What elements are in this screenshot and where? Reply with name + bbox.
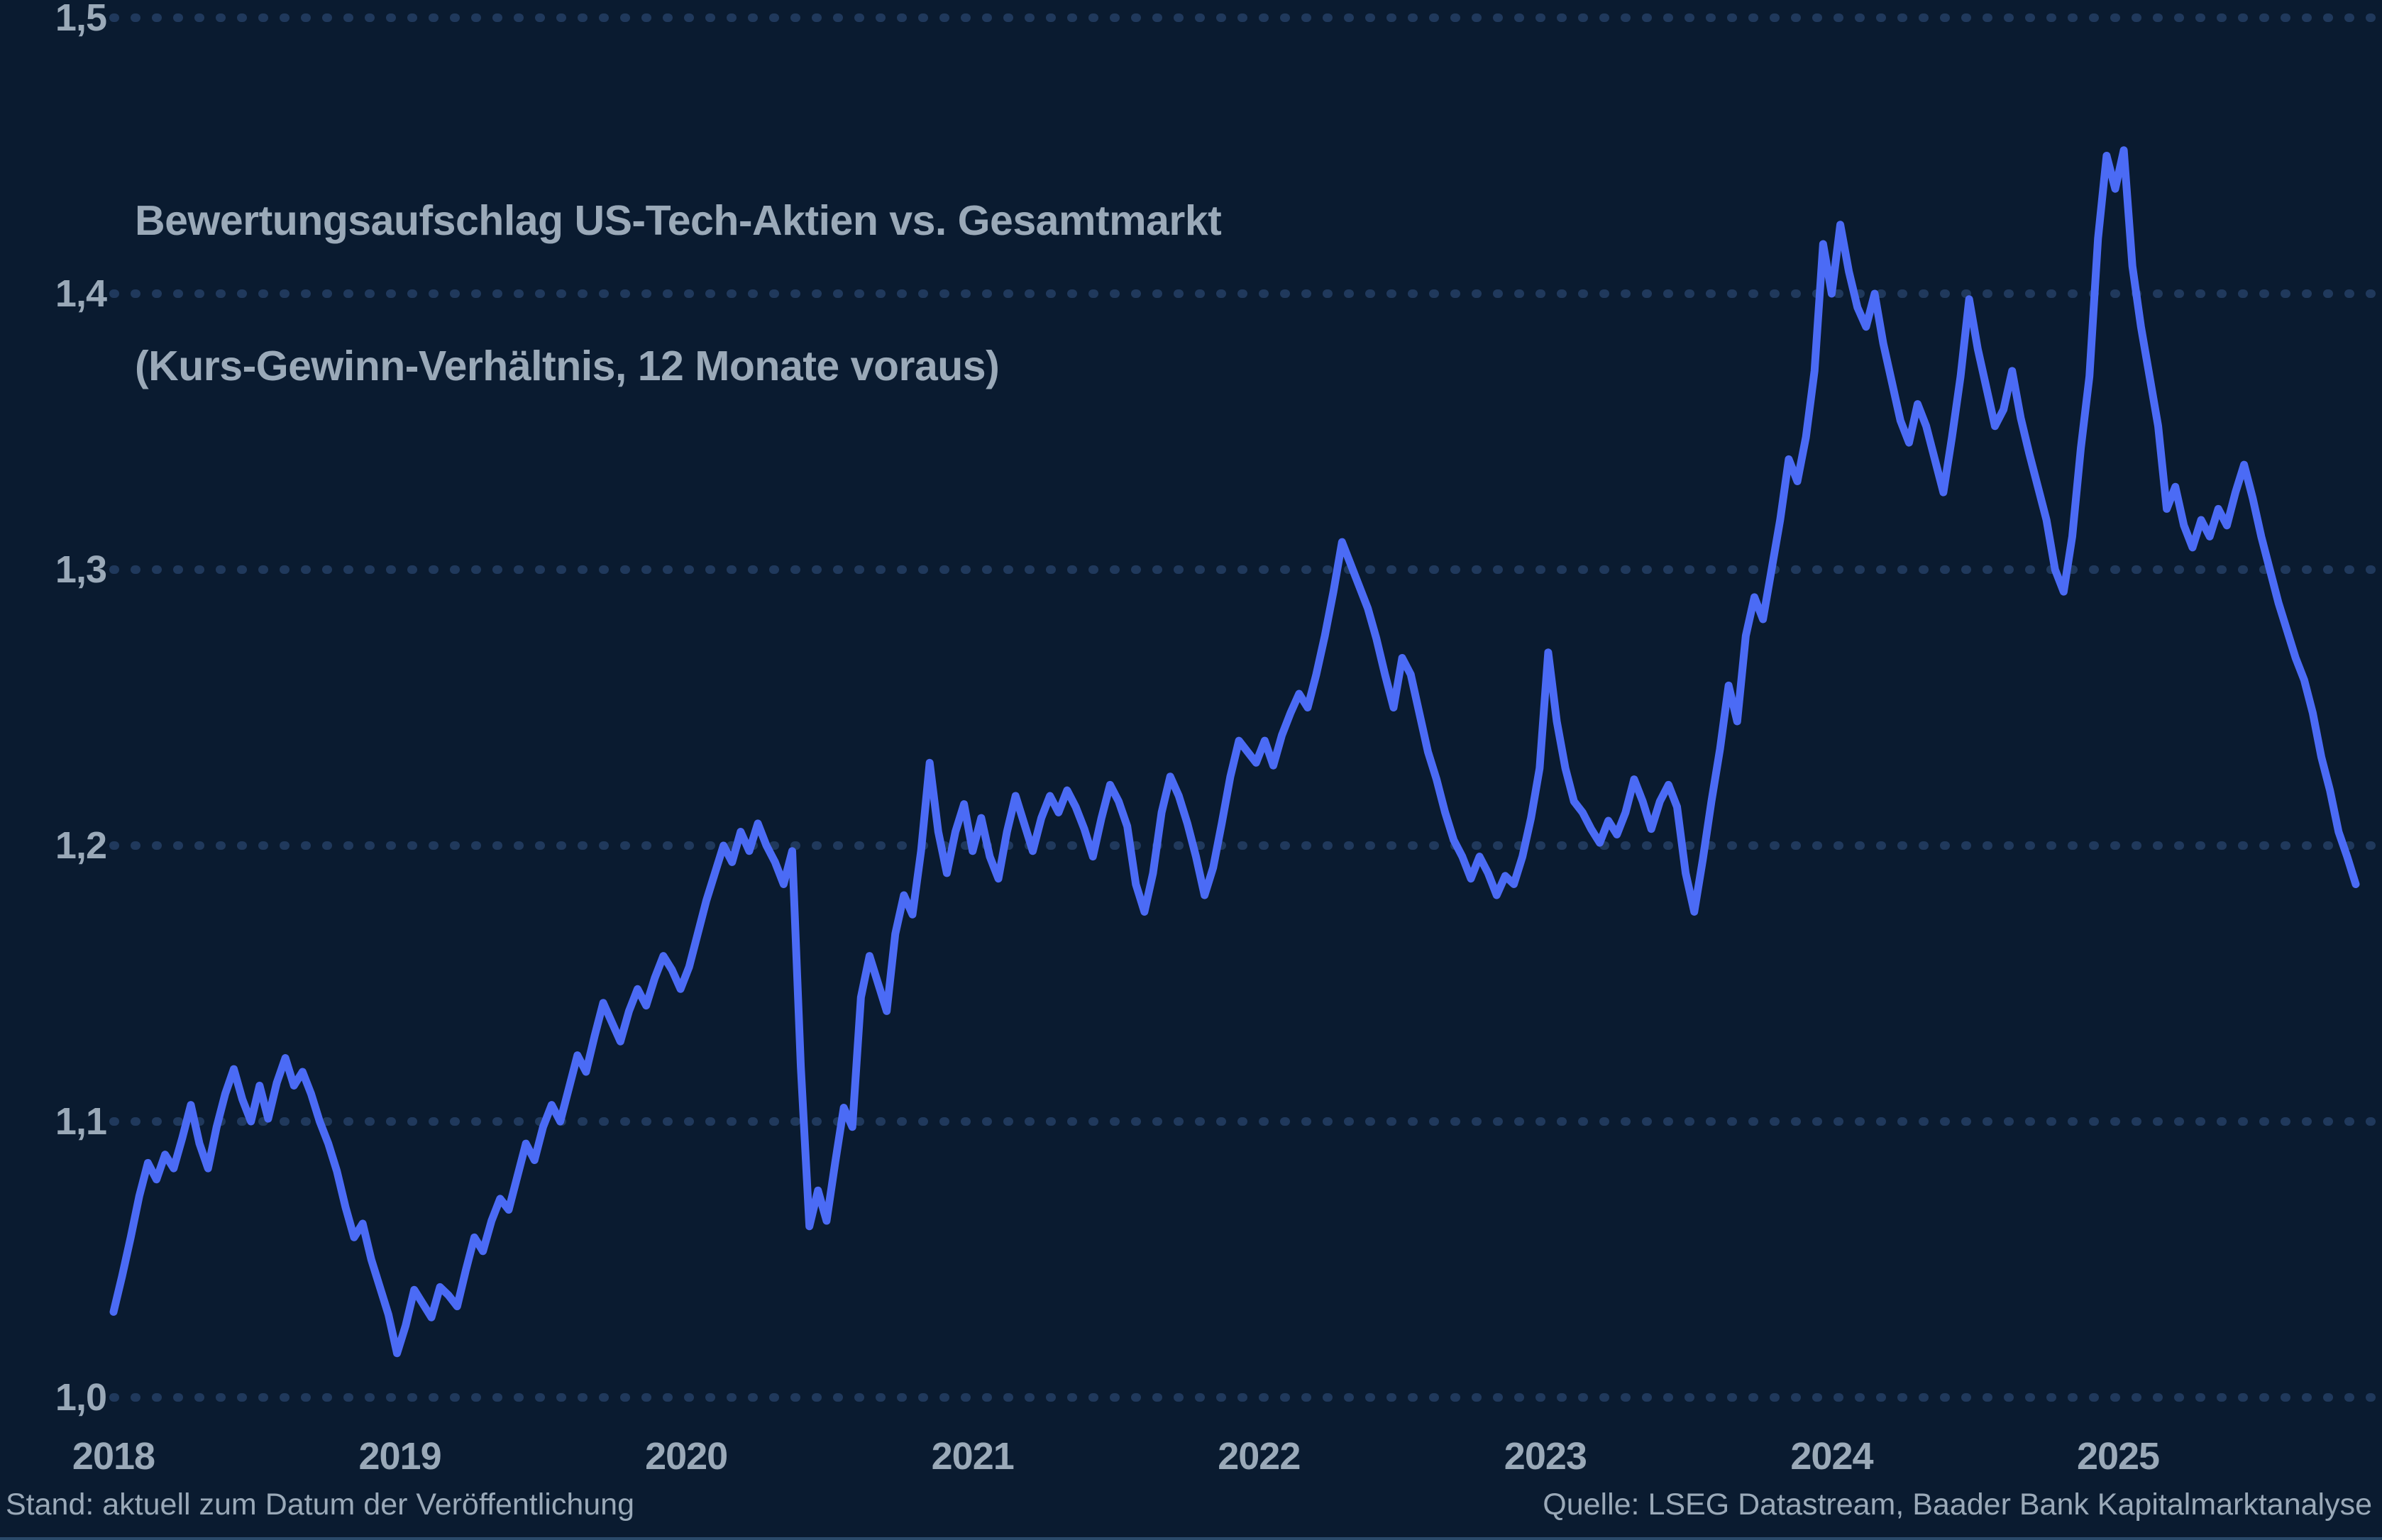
x-axis-tick-label: 2020 [645,1435,728,1478]
gridlines [109,13,2382,1402]
chart-title-line-2: (Kurs-Gewinn-Verhältnis, 12 Monate vorau… [135,343,1000,390]
y-axis-tick-label: 1,5 [55,0,107,39]
x-axis-tick-label: 2021 [931,1435,1015,1478]
x-axis-tick-label: 2025 [2076,1435,2160,1478]
x-axis: 2018 2019 2020 2021 2022 2023 2024 2025 [0,1434,2382,1484]
y-axis-tick-label: 1,4 [55,272,107,315]
x-axis-tick-label: 2023 [1504,1435,1587,1478]
y-axis: 1,5 1,4 1,3 1,2 1,1 1,0 [0,0,107,1426]
x-axis-tick-label: 2019 [358,1435,441,1478]
y-axis-tick-label: 1,0 [55,1376,107,1419]
chart-title-line-1: Bewertungsaufschlag US-Tech-Aktien vs. G… [135,196,1222,244]
x-axis-tick-label: 2022 [1218,1435,1301,1478]
y-axis-tick-label: 1,3 [55,548,107,591]
y-axis-tick-label: 1,1 [55,1100,107,1143]
x-axis-tick-label: 2018 [72,1435,155,1478]
plot-area [109,13,2382,1402]
y-axis-tick-label: 1,2 [55,824,107,867]
chart-footer: Stand: aktuell zum Datum der Veröffentli… [0,1488,2382,1527]
chart-title: Bewertungsaufschlag US-Tech-Aktien vs. G… [135,99,1222,488]
footnote-source: Quelle: LSEG Datastream, Baader Bank Kap… [1543,1488,2372,1522]
x-axis-tick-label: 2024 [1790,1435,1873,1478]
line-chart-canvas [109,13,2382,1402]
footnote-status: Stand: aktuell zum Datum der Veröffentli… [6,1488,634,1522]
series-line-bewertungsaufschlag [109,146,2360,1358]
